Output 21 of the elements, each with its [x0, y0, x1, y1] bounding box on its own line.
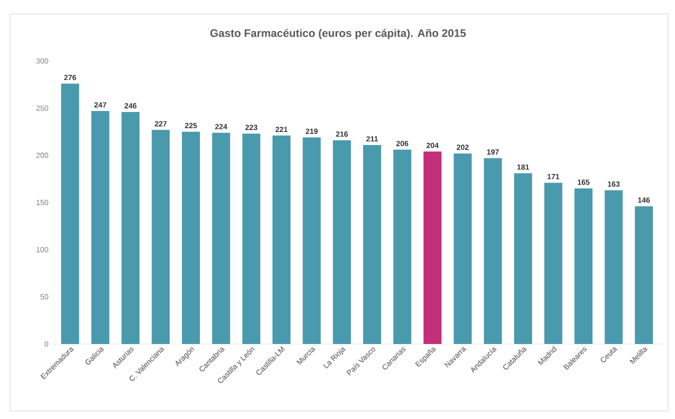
bar	[302, 137, 321, 344]
bar	[152, 130, 170, 344]
bar	[634, 206, 653, 344]
bar	[182, 132, 200, 344]
bar	[574, 188, 592, 344]
bar	[91, 110, 110, 344]
bar	[212, 132, 230, 344]
bar	[424, 152, 442, 344]
bar	[332, 140, 351, 344]
bar	[454, 153, 472, 344]
bar	[393, 150, 412, 344]
bar	[242, 134, 260, 344]
bar	[544, 182, 562, 344]
bar	[363, 144, 382, 344]
bar	[484, 158, 502, 344]
bar	[514, 173, 532, 344]
bar	[272, 136, 291, 344]
chart-title: Gasto Farmacéutico (euros per cápita). Año 2015	[210, 28, 466, 40]
bar	[604, 190, 623, 344]
bar	[122, 112, 140, 344]
bar	[61, 84, 80, 344]
